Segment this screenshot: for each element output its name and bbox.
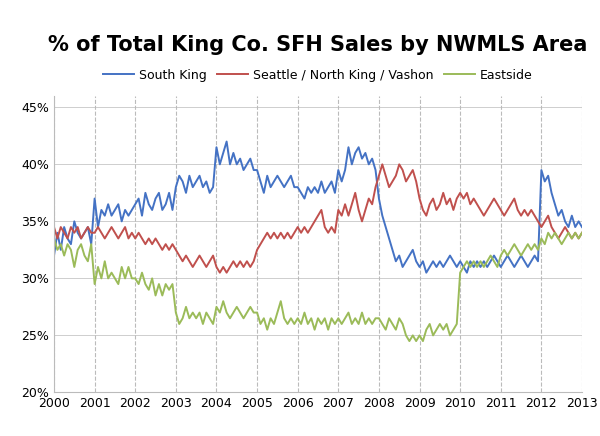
Eastside	[355, 321, 362, 327]
South King	[67, 242, 74, 247]
South King	[484, 264, 491, 269]
South King	[250, 167, 257, 173]
Line: Seattle / North King / Vashon: Seattle / North King / Vashon	[54, 164, 582, 272]
Eastside	[247, 304, 254, 310]
Seattle / North King / Vashon	[216, 270, 223, 275]
Seattle / North King / Vashon	[358, 219, 365, 224]
South King	[423, 270, 430, 275]
Seattle / North King / Vashon	[193, 259, 200, 264]
South King	[578, 225, 586, 230]
Seattle / North King / Vashon	[379, 162, 386, 167]
Eastside	[480, 264, 487, 269]
South King	[223, 139, 230, 144]
Eastside	[50, 236, 58, 241]
Seattle / North King / Vashon	[578, 230, 586, 235]
Eastside	[545, 230, 552, 235]
Eastside	[77, 242, 85, 247]
Seattle / North King / Vashon	[484, 208, 491, 213]
Line: South King: South King	[54, 142, 582, 272]
Seattle / North King / Vashon	[67, 225, 74, 230]
South King	[193, 179, 200, 184]
Eastside	[67, 247, 74, 252]
Title: % of Total King Co. SFH Sales by NWMLS Area: % of Total King Co. SFH Sales by NWMLS A…	[49, 35, 587, 55]
Eastside	[578, 230, 586, 235]
South King	[50, 253, 58, 258]
Eastside	[193, 316, 200, 321]
South King	[77, 236, 85, 241]
Legend: South King, Seattle / North King / Vashon, Eastside: South King, Seattle / North King / Vasho…	[98, 64, 538, 87]
Eastside	[406, 338, 413, 344]
Line: Eastside: Eastside	[54, 233, 582, 341]
Seattle / North King / Vashon	[50, 225, 58, 230]
Seattle / North King / Vashon	[77, 236, 85, 241]
South King	[358, 156, 365, 161]
Seattle / North King / Vashon	[250, 259, 257, 264]
